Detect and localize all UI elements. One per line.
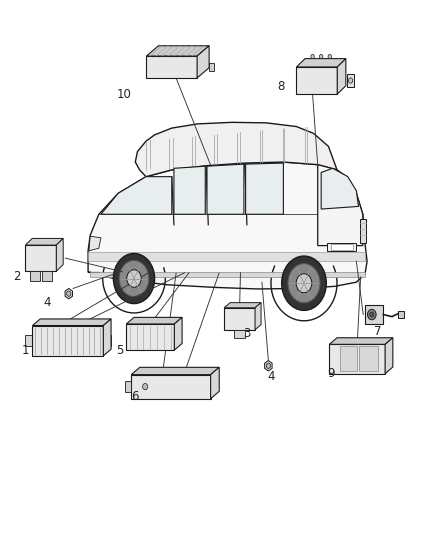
Polygon shape: [399, 311, 404, 318]
Polygon shape: [327, 243, 357, 251]
Polygon shape: [104, 335, 111, 346]
Polygon shape: [88, 252, 365, 261]
Polygon shape: [103, 319, 111, 356]
Polygon shape: [89, 236, 101, 251]
Polygon shape: [146, 56, 197, 78]
Polygon shape: [340, 346, 357, 372]
Text: 10: 10: [117, 87, 132, 101]
Circle shape: [319, 54, 323, 59]
Polygon shape: [321, 168, 358, 209]
Polygon shape: [135, 123, 337, 176]
Circle shape: [296, 274, 312, 293]
Circle shape: [348, 78, 353, 83]
Polygon shape: [318, 165, 363, 246]
Circle shape: [282, 256, 326, 310]
Polygon shape: [385, 338, 393, 374]
Circle shape: [119, 261, 149, 296]
Polygon shape: [174, 317, 182, 350]
Polygon shape: [197, 46, 209, 78]
Polygon shape: [337, 59, 346, 94]
Polygon shape: [32, 319, 111, 326]
Polygon shape: [25, 238, 63, 245]
Polygon shape: [329, 338, 393, 344]
Polygon shape: [224, 303, 261, 308]
Circle shape: [288, 264, 320, 303]
Polygon shape: [126, 317, 182, 324]
Text: 7: 7: [374, 325, 381, 338]
Text: 8: 8: [278, 80, 285, 93]
Circle shape: [266, 363, 271, 368]
Polygon shape: [131, 367, 219, 375]
Polygon shape: [255, 303, 261, 330]
Text: 4: 4: [43, 295, 51, 309]
Polygon shape: [297, 59, 346, 67]
Polygon shape: [101, 176, 172, 214]
Polygon shape: [365, 305, 383, 325]
Text: 4: 4: [268, 370, 275, 383]
Circle shape: [127, 270, 141, 287]
Polygon shape: [126, 324, 174, 350]
Polygon shape: [174, 166, 205, 214]
Text: 2: 2: [14, 270, 21, 284]
Polygon shape: [224, 308, 255, 330]
Polygon shape: [359, 346, 378, 372]
Text: 9: 9: [328, 367, 335, 380]
Polygon shape: [207, 164, 244, 214]
Polygon shape: [42, 271, 52, 280]
Polygon shape: [65, 288, 72, 299]
Circle shape: [143, 384, 148, 390]
Polygon shape: [265, 360, 272, 371]
Text: 1: 1: [21, 344, 29, 357]
Circle shape: [311, 54, 314, 59]
Polygon shape: [297, 67, 337, 94]
Circle shape: [67, 291, 71, 296]
Text: 3: 3: [243, 327, 251, 340]
Polygon shape: [125, 382, 131, 392]
Polygon shape: [211, 367, 219, 399]
Polygon shape: [25, 335, 32, 346]
Circle shape: [113, 254, 155, 304]
Polygon shape: [146, 46, 209, 56]
Polygon shape: [57, 238, 63, 271]
Polygon shape: [32, 326, 103, 356]
Circle shape: [370, 312, 374, 317]
Text: 5: 5: [117, 344, 124, 357]
Polygon shape: [30, 271, 40, 280]
Polygon shape: [209, 63, 214, 71]
Polygon shape: [88, 162, 367, 289]
Polygon shape: [234, 330, 245, 338]
Polygon shape: [246, 163, 283, 214]
Polygon shape: [329, 344, 385, 374]
Polygon shape: [347, 74, 354, 87]
Polygon shape: [360, 220, 366, 243]
Polygon shape: [131, 375, 211, 399]
Text: 6: 6: [131, 390, 139, 402]
Circle shape: [328, 54, 332, 59]
Circle shape: [367, 309, 376, 320]
Polygon shape: [331, 244, 353, 250]
Polygon shape: [90, 272, 365, 277]
Polygon shape: [25, 245, 57, 271]
